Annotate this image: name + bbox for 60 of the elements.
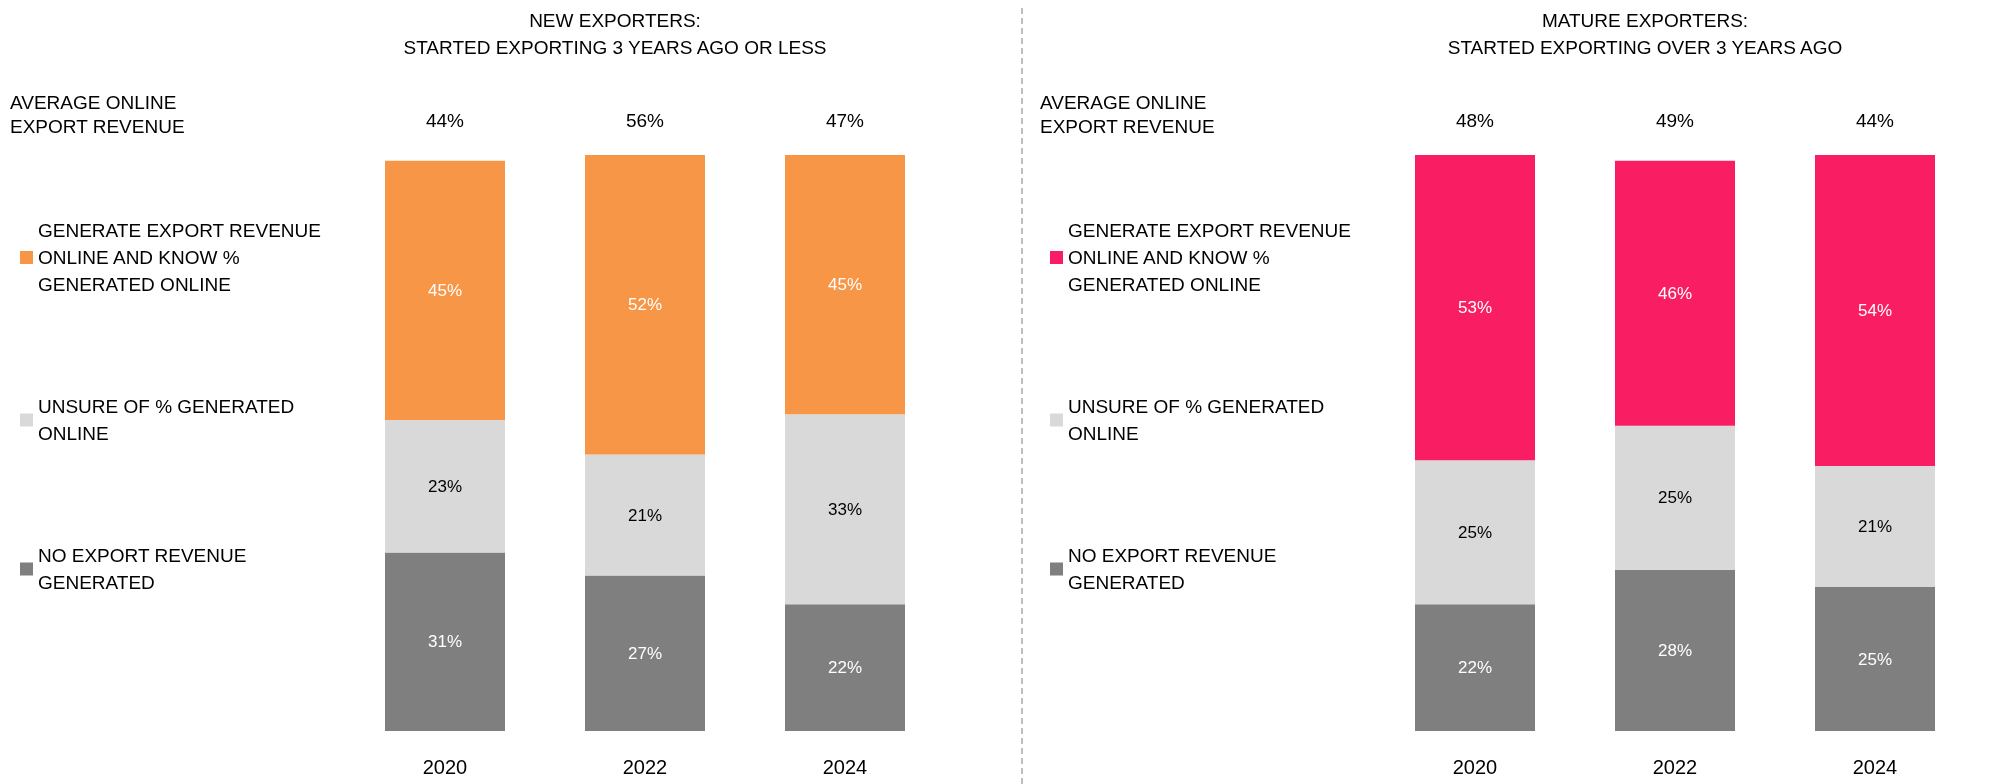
data-label: 46% xyxy=(1657,283,1693,303)
data-label: 23% xyxy=(427,476,463,496)
chart-subtitle: STARTED EXPORTING OVER 3 YEARS AGO xyxy=(1447,37,1843,58)
bar xyxy=(1615,425,1735,570)
text: 44% xyxy=(1855,109,1895,131)
text: 48% xyxy=(1455,109,1495,131)
data-label: 53% xyxy=(1457,298,1493,318)
chart-subtitle: STARTED EXPORTING 3 YEARS AGO OR LESS xyxy=(403,37,827,58)
legend-label: GENERATE EXPORT REVENUE ONLINE AND KNOW % GENERATED ONLINE xyxy=(38,220,327,295)
legend-label: NO EXPORT REVENUE GENERATED xyxy=(38,545,252,593)
bar xyxy=(585,454,705,576)
data-label: 54% xyxy=(1857,301,1893,321)
x-tick-label: 2022 xyxy=(1652,756,1698,778)
bar xyxy=(1815,466,1935,587)
chart-title: NEW EXPORTERS: xyxy=(529,10,701,31)
bar xyxy=(1815,155,1935,467)
x-tick-label: 2020 xyxy=(1452,756,1498,778)
text: 44% xyxy=(425,109,465,131)
data-label: 45% xyxy=(827,275,863,295)
text: AVERAGE ONLINE EXPORT REVENUE xyxy=(10,91,185,137)
bar xyxy=(585,575,705,731)
bar xyxy=(385,552,505,731)
bar xyxy=(1415,460,1535,605)
legend-label: NO EXPORT REVENUE GENERATED xyxy=(1068,545,1282,593)
legend-label: UNSURE OF % GENERATED ONLINE xyxy=(38,396,300,444)
data-label: 33% xyxy=(827,499,863,519)
data-label: 52% xyxy=(627,295,663,315)
bar xyxy=(585,155,705,455)
data-label: 28% xyxy=(1657,640,1693,660)
data-label: 25% xyxy=(1857,649,1893,669)
bar xyxy=(1415,155,1535,461)
data-label: 45% xyxy=(427,280,463,300)
x-tick-label: 2020 xyxy=(422,756,468,778)
bar xyxy=(1815,587,1935,731)
bar xyxy=(785,414,905,605)
data-label: 25% xyxy=(1657,488,1693,508)
data-label: 21% xyxy=(627,505,663,525)
text: AVERAGE ONLINE EXPORT REVENUE xyxy=(1040,91,1215,137)
legend-label: UNSURE OF % GENERATED ONLINE xyxy=(1068,396,1330,444)
data-label: 25% xyxy=(1457,522,1493,542)
data-label: 21% xyxy=(1857,517,1893,537)
x-tick-label: 2024 xyxy=(822,756,868,778)
bar xyxy=(785,155,905,415)
bar xyxy=(385,160,505,420)
bar xyxy=(1415,604,1535,731)
chart-title: MATURE EXPORTERS: xyxy=(1541,10,1749,31)
text: 49% xyxy=(1655,109,1695,131)
bar xyxy=(785,604,905,731)
bar xyxy=(385,419,505,553)
text: 47% xyxy=(825,109,865,131)
data-label: 27% xyxy=(627,643,663,663)
data-label: 22% xyxy=(827,658,863,678)
bar xyxy=(1615,160,1735,426)
data-label: 31% xyxy=(427,632,463,652)
text: 56% xyxy=(625,109,665,131)
data-label: 22% xyxy=(1457,658,1493,678)
x-tick-label: 2024 xyxy=(1852,756,1898,778)
x-tick-label: 2022 xyxy=(622,756,668,778)
bar xyxy=(1615,569,1735,731)
legend-label: GENERATE EXPORT REVENUE ONLINE AND KNOW % GENERATED ONLINE xyxy=(1068,220,1357,295)
